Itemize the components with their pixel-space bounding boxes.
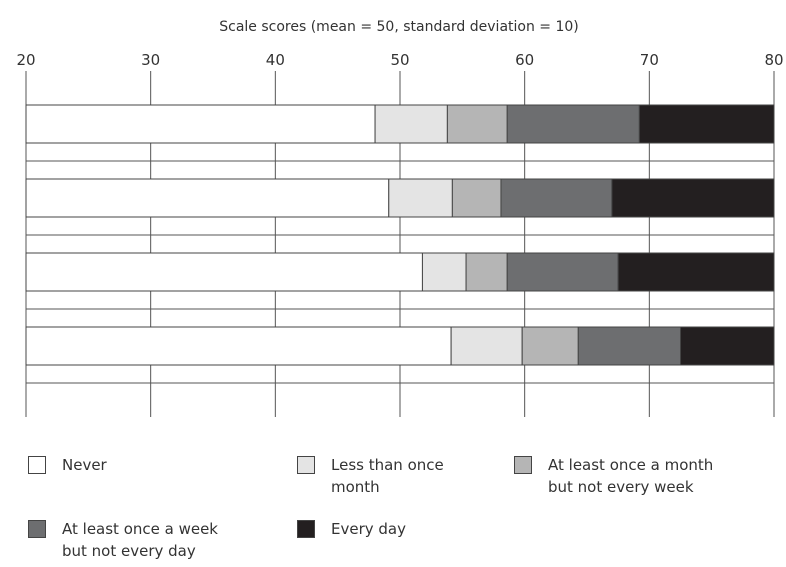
- bar-segment: [680, 326, 775, 366]
- bar-segment: [450, 326, 523, 366]
- x-tick-label: 60: [515, 51, 534, 69]
- bar-segment: [25, 178, 390, 218]
- bar-segment: [25, 104, 376, 144]
- x-axis-title: Scale scores (mean = 50, standard deviat…: [219, 19, 579, 35]
- x-tick-label: 50: [390, 51, 409, 69]
- bar-segment: [421, 252, 467, 292]
- x-tick-labels: 20 30 40 50 60 70 80: [16, 51, 783, 69]
- bar-segment: [577, 326, 681, 366]
- bar-segment: [25, 252, 423, 292]
- bar-segment: [451, 178, 502, 218]
- bar-segment: [465, 252, 508, 292]
- bar-segment: [611, 178, 775, 218]
- bar-segment: [500, 178, 613, 218]
- bars: [25, 104, 775, 366]
- bar-segment: [506, 104, 640, 144]
- bar-segment: [638, 104, 775, 144]
- bar-segment: [25, 326, 452, 366]
- x-tick-label: 40: [266, 51, 285, 69]
- bar-segment: [446, 104, 508, 144]
- x-tick-label: 30: [141, 51, 160, 69]
- bar-segment: [617, 252, 775, 292]
- x-tick-label: 80: [764, 51, 783, 69]
- bar-segment: [374, 104, 448, 144]
- bar-segment: [506, 252, 619, 292]
- x-tick-label: 20: [16, 51, 35, 69]
- bar-segment: [521, 326, 579, 366]
- bar-segment: [388, 178, 453, 218]
- x-tick-label: 70: [640, 51, 659, 69]
